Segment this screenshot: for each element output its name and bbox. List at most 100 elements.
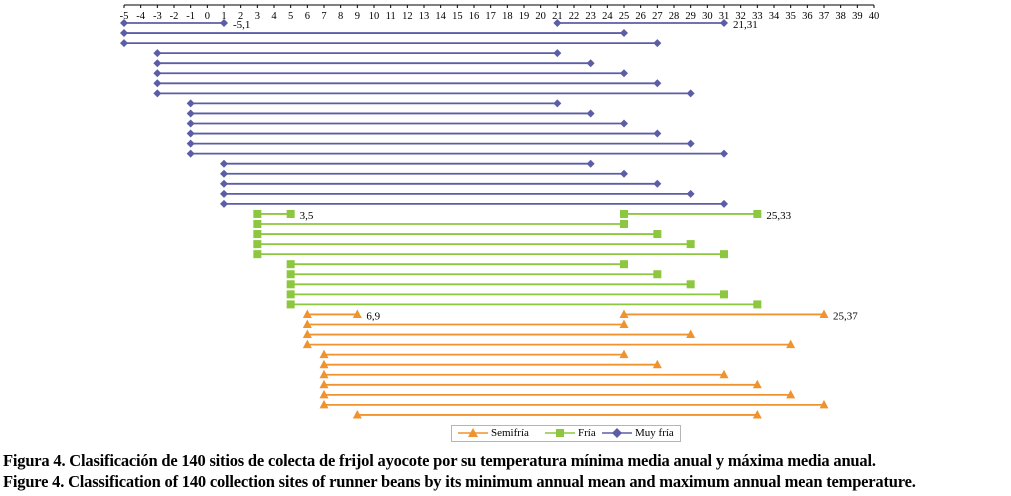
marker-start-muy-fr-a: [153, 79, 162, 88]
x-tick-label: 12: [402, 11, 413, 22]
x-tick-label: 1: [221, 11, 226, 22]
x-tick-label: 15: [452, 11, 463, 22]
x-tick-label: 8: [338, 11, 343, 22]
marker-end-muy-fr-a: [586, 59, 595, 68]
marker-start-semifr-a: [302, 309, 312, 318]
range-chart: -5 -4 -3 -2 -1 0 1 2 3 4 5 6 7 8 9 10 11 12 13 14 15 16 17 18 19…: [120, 4, 879, 419]
marker-start-muy-fr-a: [153, 59, 162, 68]
marker-end-fr-a: [753, 300, 762, 309]
x-tick-label: 23: [585, 11, 596, 22]
marker-end-semifr-a: [819, 309, 829, 318]
marker-end-muy-fr-a: [720, 19, 728, 27]
marker-start-semifr-a: [319, 369, 329, 379]
x-tick-label: 13: [419, 11, 430, 22]
marker-start-semifr-a: [319, 389, 329, 399]
marker-start-muy-fr-a: [186, 119, 195, 128]
legend: Semifría Fría Muy fría: [451, 425, 681, 442]
x-tick-label: 27: [652, 11, 663, 22]
x-tick-label: 28: [669, 11, 680, 22]
data-label: 21,31: [733, 19, 758, 31]
marker-end-fr-a: [686, 240, 695, 249]
x-tick-label: 17: [485, 11, 496, 22]
x-tick-label: 7: [321, 11, 326, 22]
x-tick-label: 32: [735, 11, 746, 22]
legend-item-muy-fria: Muy fría: [602, 427, 674, 439]
marker-start-muy-fr-a: [120, 39, 128, 48]
x-tick-label: 30: [702, 11, 713, 22]
marker-end-muy-fr-a: [720, 149, 728, 158]
marker-end-muy-fr-a: [720, 199, 728, 208]
x-tick-label: 31: [719, 11, 730, 22]
marker-start-semifr-a: [302, 329, 312, 339]
x-tick-label: 9: [355, 11, 360, 22]
x-tick-label: 25: [619, 11, 630, 22]
marker-end-muy-fr-a: [620, 29, 628, 38]
marker-start-muy-fr-a: [220, 169, 228, 178]
marker-end-fr-a: [620, 220, 628, 228]
marker-start-semifr-a: [319, 349, 329, 359]
marker-end-semifr-a: [819, 399, 829, 409]
x-tick-label: 14: [435, 11, 446, 22]
marker-end-muy-fr-a: [686, 139, 695, 148]
x-tick-label: 24: [602, 11, 613, 22]
marker-end-semifr-a: [619, 349, 629, 359]
marker-end-muy-fr-a: [686, 89, 695, 98]
marker-end-muy-fr-a: [586, 109, 595, 118]
marker-end-semifr-a: [619, 319, 629, 328]
marker-end-muy-fr-a: [620, 69, 628, 78]
marker-end-muy-fr-a: [653, 179, 662, 188]
marker-start-fr-a: [286, 300, 295, 309]
marker-start-muy-fr-a: [553, 19, 562, 27]
marker-start-fr-a: [253, 230, 262, 239]
x-tick-label: 18: [502, 11, 513, 22]
x-tick-label: 39: [852, 11, 863, 22]
x-tick-label: -3: [153, 11, 162, 22]
x-tick-label: -1: [186, 11, 195, 22]
marker-end-fr-a: [686, 280, 695, 289]
square-marker-icon: [545, 429, 575, 437]
x-tick-label: 4: [271, 11, 277, 22]
x-tick-label: 6: [305, 11, 310, 22]
marker-end-semifr-a: [786, 339, 796, 349]
legend-label-fria: Fría: [578, 427, 596, 439]
marker-end-muy-fr-a: [553, 49, 562, 58]
marker-end-semifr-a: [686, 329, 696, 339]
figure-caption-english: Figure 4. Classification of 140 collecti…: [3, 472, 916, 491]
marker-start-muy-fr-a: [186, 109, 195, 118]
marker-start-fr-a: [253, 240, 262, 249]
marker-end-fr-a: [753, 209, 762, 218]
marker-start-semifr-a: [319, 379, 329, 389]
marker-start-muy-fr-a: [153, 89, 162, 98]
x-tick-label: 19: [519, 11, 530, 22]
x-tick-label: 10: [369, 11, 380, 22]
triangle-marker-icon: [458, 428, 488, 437]
x-tick-label: 3: [255, 11, 260, 22]
marker-start-muy-fr-a: [220, 199, 228, 208]
x-tick-label: 21: [552, 11, 563, 22]
marker-end-fr-a: [286, 209, 295, 218]
x-tick-label: 36: [802, 11, 813, 22]
marker-end-muy-fr-a: [586, 159, 595, 168]
data-label: 6,9: [366, 310, 380, 322]
marker-end-muy-fr-a: [620, 119, 628, 128]
marker-end-muy-fr-a: [620, 169, 628, 178]
marker-start-muy-fr-a: [153, 49, 162, 58]
marker-start-muy-fr-a: [186, 99, 195, 108]
x-tick-label: 38: [835, 11, 846, 22]
marker-end-muy-fr-a: [686, 189, 695, 198]
marker-end-muy-fr-a: [553, 99, 562, 108]
marker-start-muy-fr-a: [186, 129, 195, 138]
x-tick-label: 11: [386, 11, 396, 22]
marker-start-muy-fr-a: [220, 189, 228, 198]
marker-end-muy-fr-a: [653, 79, 662, 88]
data-label: 25,37: [833, 310, 858, 322]
x-tick-label: 26: [635, 11, 646, 22]
legend-item-fria: Fría: [545, 427, 596, 439]
x-tick-label: -5: [120, 11, 129, 22]
marker-start-fr-a: [253, 220, 262, 228]
marker-start-muy-fr-a: [153, 69, 162, 78]
x-tick-label: -4: [136, 11, 145, 22]
marker-end-fr-a: [653, 270, 662, 279]
marker-end-semifr-a: [719, 369, 729, 379]
marker-start-muy-fr-a: [186, 149, 195, 158]
